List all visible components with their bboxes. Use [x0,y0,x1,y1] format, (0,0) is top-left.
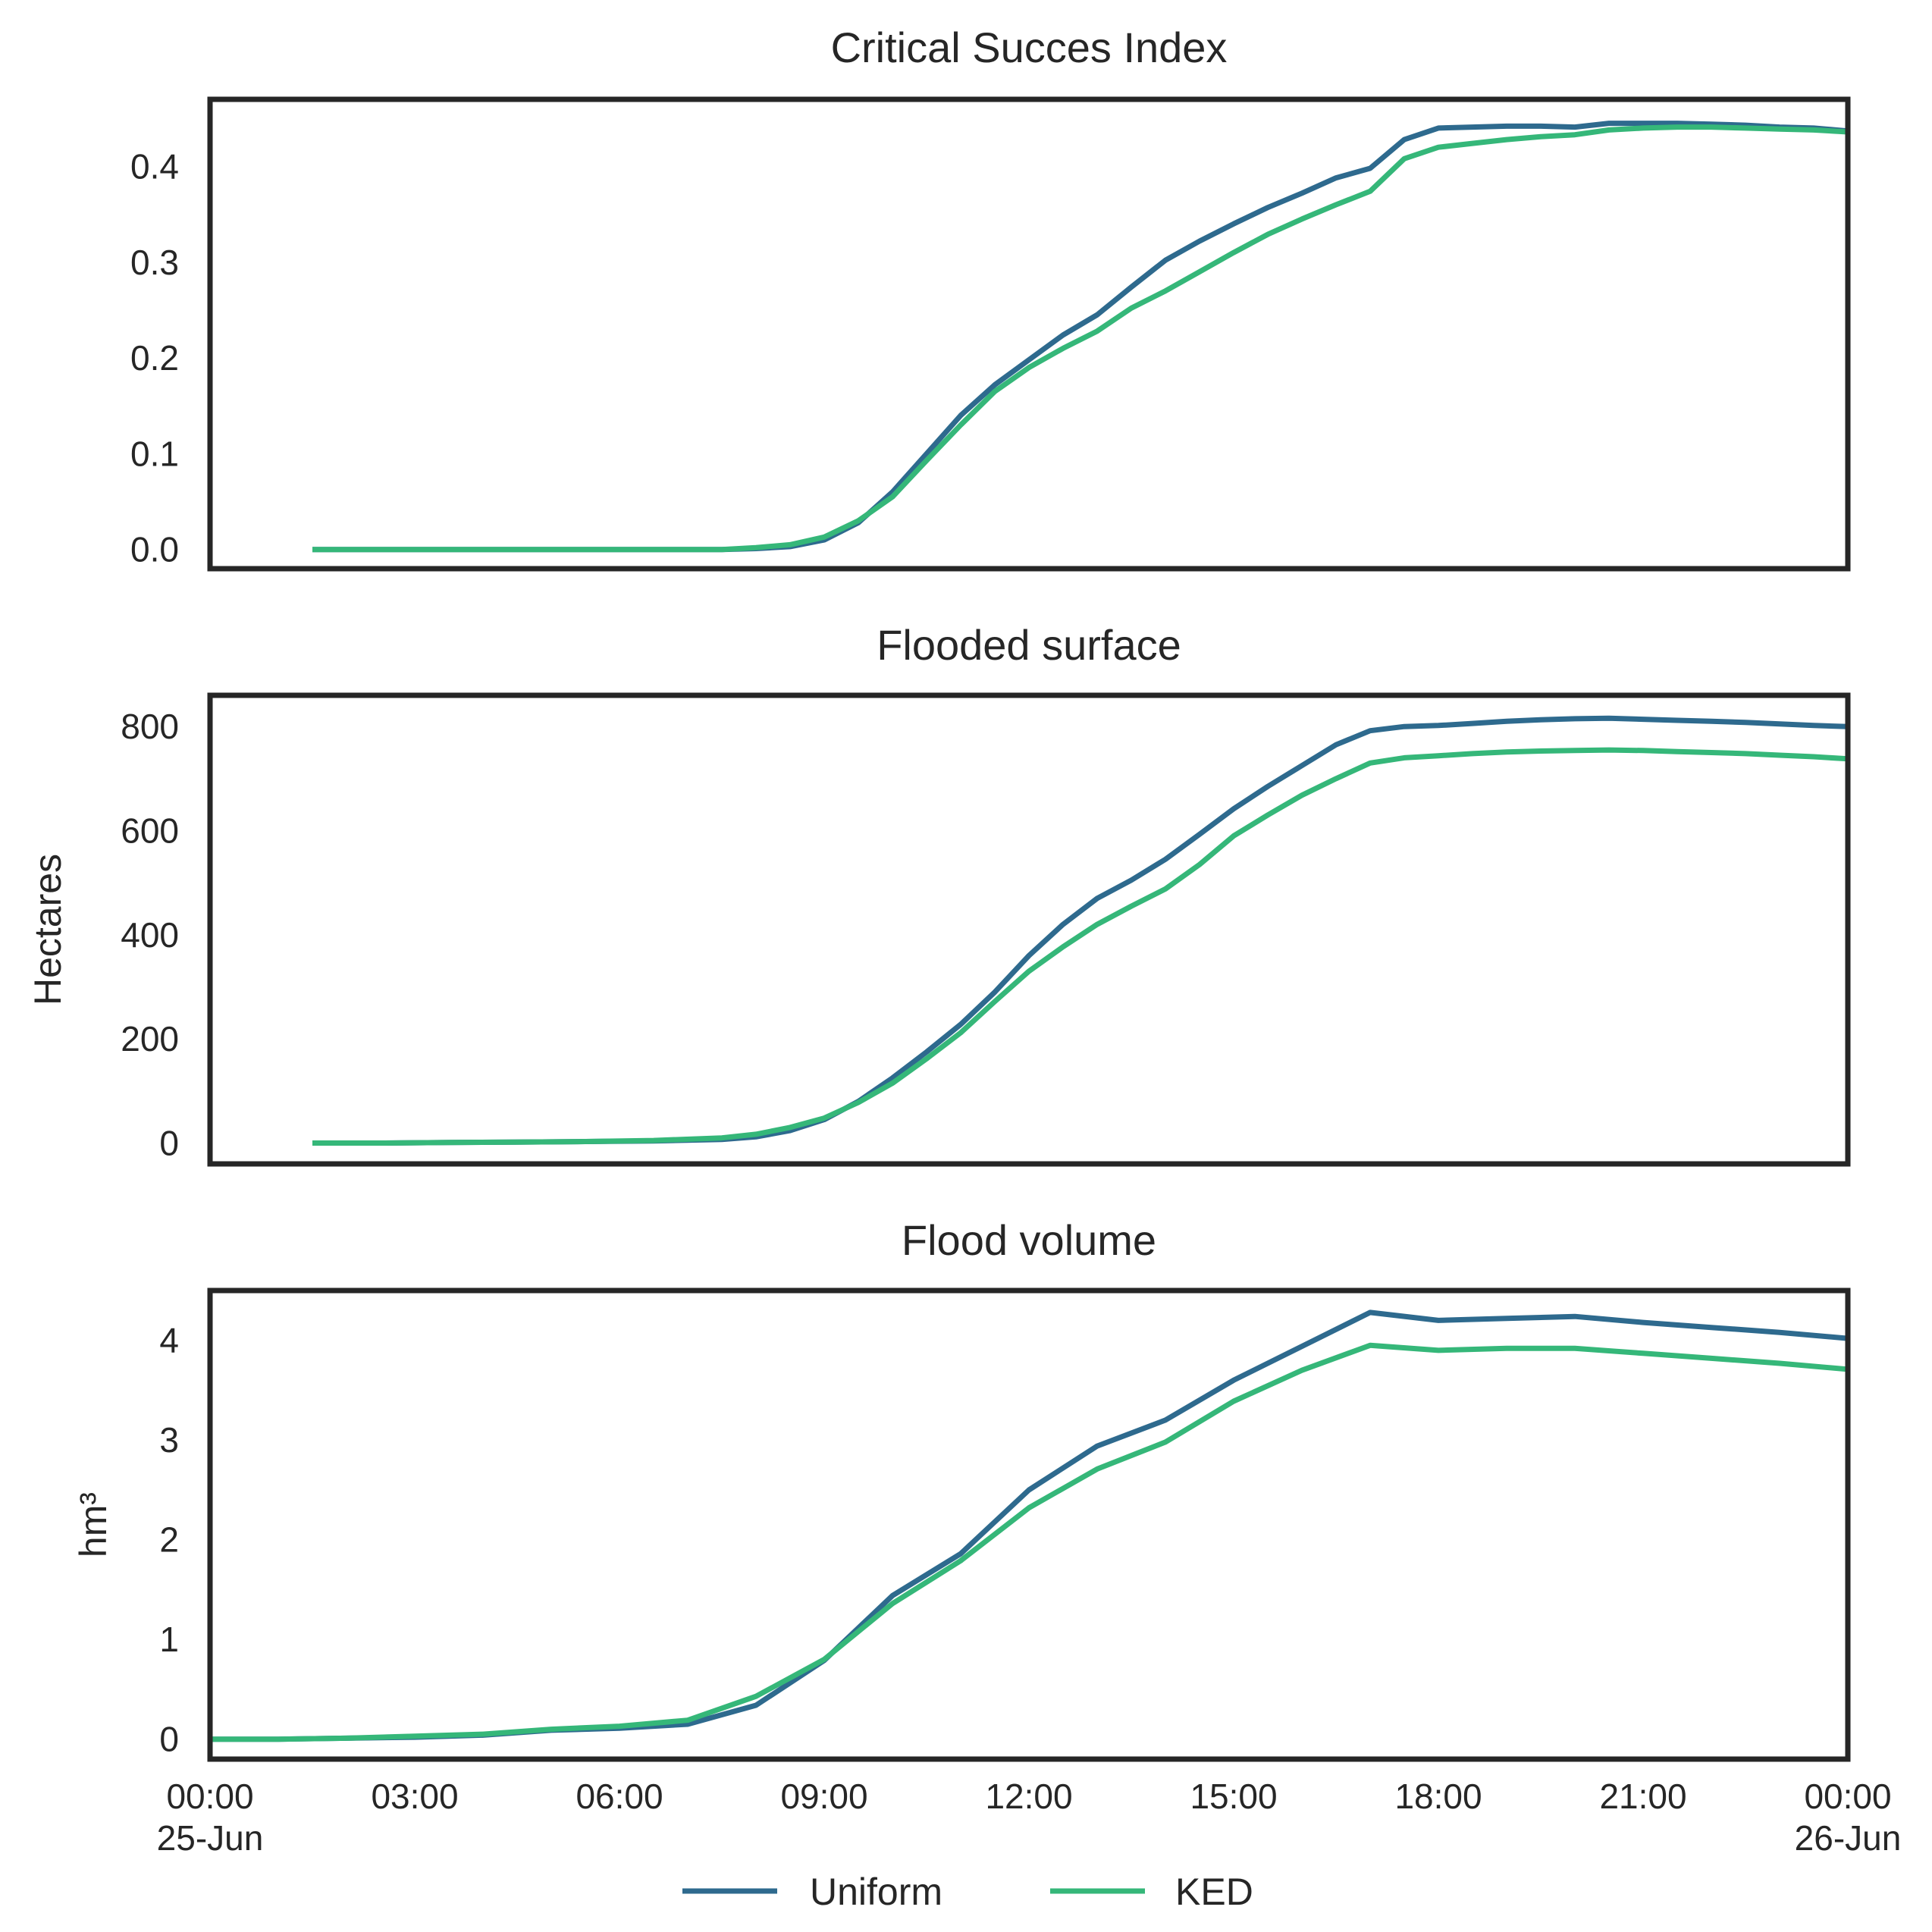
plot-frame [207,692,1851,1167]
series-line-ked [210,1342,1848,1742]
panel-title: Flood volume [902,1216,1156,1264]
x-tick-date-label: 25-Jun [157,1818,264,1858]
y-tick-label: 4 [159,1321,179,1360]
x-tick-label: 00:00 [1804,1777,1891,1816]
y-tick-label: 0.0 [130,530,179,569]
legend-label-ked: KED [1175,1871,1253,1913]
y-tick-label: 1 [159,1620,179,1659]
x-tick-label: 12:00 [985,1777,1072,1816]
x-tick-label: 15:00 [1190,1777,1277,1816]
series-line-uniform [210,1309,1848,1742]
y-tick-label: 0 [159,1720,179,1759]
x-tick-label: 18:00 [1394,1777,1482,1816]
series-line-uniform [312,715,1848,1146]
y-tick-label: 3 [159,1420,179,1460]
y-axis-label: Hectares [27,854,69,1005]
y-tick-label: 600 [121,811,179,851]
y-tick-label: 0.4 [130,146,179,186]
plot-frame [207,1287,1851,1762]
x-tick-label: 06:00 [576,1777,663,1816]
x-tick-label: 21:00 [1599,1777,1686,1816]
y-tick-label: 0.2 [130,338,179,378]
legend: Uniform KED [682,1871,1253,1913]
y-tick-label: 0.1 [130,434,179,473]
y-tick-label: 0 [159,1124,179,1163]
panel-title: Critical Succes Index [831,24,1228,71]
panel-1: Critical Succes Index 0.0 0.1 0.2 0.3 0.4 [130,24,1851,572]
y-tick-label: 0.3 [130,243,179,282]
panel-3: Flood volume 0 1 2 3 4 hm³ [72,1216,1851,1762]
legend-label-uniform: Uniform [810,1871,942,1913]
plot-frame [207,96,1851,572]
y-axis-label: hm³ [72,1492,114,1557]
x-tick-label: 03:00 [371,1777,458,1816]
series-line-ked [312,747,1848,1146]
panel-title: Flooded surface [877,621,1181,669]
series-line-uniform [312,121,1848,553]
y-tick-label: 400 [121,915,179,955]
panel-2: Flooded surface 0 200 400 600 800 Hectares [27,621,1851,1167]
y-tick-label: 200 [121,1019,179,1059]
y-tick-label: 800 [121,707,179,746]
x-tick-label: 00:00 [166,1777,253,1816]
x-tick-date-label: 26-Jun [1795,1818,1902,1858]
series-line-ked [312,124,1848,553]
y-tick-label: 2 [159,1520,179,1560]
x-tick-label: 09:00 [780,1777,867,1816]
